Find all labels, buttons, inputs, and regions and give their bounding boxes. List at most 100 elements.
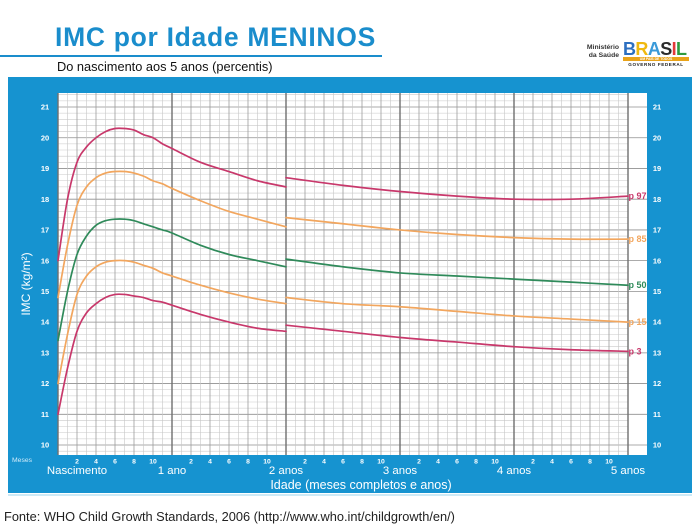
y-tick-left: 13	[41, 348, 49, 357]
month-tick: 6	[227, 459, 231, 466]
month-tick: 6	[341, 459, 345, 466]
percentile-curves: p 97 p 85 p 50 p 15 p 3	[57, 127, 647, 416]
y-tick-left: 20	[41, 133, 49, 142]
curve-p50: p 50	[57, 218, 647, 342]
months-axis-label: Meses	[12, 457, 33, 464]
curve-segment-0-2-years	[57, 170, 287, 299]
x-label-5-years: 5 anos	[610, 465, 646, 477]
title-underline	[0, 55, 382, 57]
brand-letter: S	[660, 39, 672, 59]
y-tick-left: 16	[41, 256, 49, 265]
x-axis-month-ticks: 2 4 6 8 10 2 4 6 8 10 2 4 6 8 10 2 4 6 8 10 2 4 6 8 10	[75, 459, 613, 466]
brand-letter: L	[676, 39, 687, 59]
curve-segment-2-5-years	[285, 216, 629, 241]
curve-segment-0-2-years	[57, 293, 287, 416]
month-tick: 10	[263, 459, 271, 466]
month-tick: 8	[132, 459, 136, 466]
curve-segment-0-2-years	[57, 127, 287, 262]
ministry-line-2: da Saúde	[588, 51, 619, 59]
month-tick: 10	[491, 459, 499, 466]
source-citation: Fonte: WHO Child Growth Standards, 2006 …	[4, 509, 455, 524]
month-tick: 2	[417, 459, 421, 466]
x-label-birth: Nascimento	[46, 465, 108, 477]
y-tick-right: 13	[653, 348, 661, 357]
y-tick-left: 12	[41, 379, 49, 388]
month-tick: 2	[531, 459, 535, 466]
y-tick-right: 21	[653, 103, 661, 112]
curve-segment-0-2-years	[57, 259, 287, 385]
brand-tagline: UM PAÍS DE TODOS	[623, 57, 689, 61]
y-tick-left: 18	[41, 195, 49, 204]
percentile-label-p85: p 85	[629, 234, 647, 244]
y-tick-left: 15	[41, 287, 49, 296]
brasil-wordmark: BRASIL	[623, 39, 687, 59]
y-tick-right: 18	[653, 195, 661, 204]
curve-p85: p 85	[57, 170, 647, 299]
curve-segment-2-5-years	[285, 176, 629, 201]
month-tick: 8	[474, 459, 478, 466]
curve-segment-2-5-years	[285, 258, 629, 287]
curve-p97: p 97	[57, 127, 647, 262]
month-tick: 8	[246, 459, 250, 466]
curve-p15: p 15	[57, 259, 647, 385]
month-tick: 10	[605, 459, 613, 466]
curve-p3: p 3	[57, 293, 642, 416]
month-tick: 4	[94, 459, 98, 466]
month-tick: 4	[208, 459, 212, 466]
x-label-1-year: 1 ano	[157, 465, 187, 477]
page-subtitle: Do nascimento aos 5 anos (percentis)	[57, 59, 273, 74]
y-tick-right: 17	[653, 226, 661, 235]
x-axis-title: Idade (meses completos e anos)	[270, 478, 452, 492]
curve-segment-2-5-years	[285, 324, 629, 353]
month-tick: 4	[322, 459, 326, 466]
brand-letter: A	[647, 39, 661, 59]
curve-segment-2-5-years	[285, 296, 629, 323]
month-tick: 2	[189, 459, 193, 466]
percentile-label-p3: p 3	[629, 346, 642, 356]
ministry-line-1: Ministério	[586, 44, 619, 51]
x-label-4-years: 4 anos	[496, 465, 532, 477]
percentile-label-p15: p 15	[629, 317, 647, 327]
y-tick-left: 17	[41, 226, 49, 235]
month-tick: 2	[75, 459, 79, 466]
percentile-label-p97: p 97	[629, 191, 647, 201]
ministry-name: Ministério da Saúde	[587, 44, 619, 59]
month-tick: 6	[113, 459, 117, 466]
y-tick-right: 16	[653, 256, 661, 265]
y-tick-left: 19	[41, 164, 49, 173]
y-tick-right: 14	[653, 318, 662, 327]
month-tick: 8	[588, 459, 592, 466]
y-axis-ticks: 10 10 11 11 12 12 13 13 14 14 15 15 16 16 17 17 18 18 19 19…	[41, 103, 662, 450]
y-tick-left: 21	[41, 103, 49, 112]
month-tick: 10	[149, 459, 157, 466]
y-axis-title: IMC (kg/m²)	[19, 252, 33, 316]
grid	[57, 93, 647, 455]
y-tick-right: 10	[653, 441, 661, 450]
month-tick: 4	[550, 459, 554, 466]
month-tick: 6	[569, 459, 573, 466]
brand-letter: R	[635, 39, 648, 59]
y-tick-right: 12	[653, 379, 661, 388]
y-tick-right: 11	[653, 410, 661, 419]
month-tick: 8	[360, 459, 364, 466]
ministerio-saude-brasil-logo: Ministério da Saúde BRASIL UM PAÍS DE TO…	[575, 40, 695, 70]
y-tick-right: 20	[653, 133, 661, 142]
y-tick-left: 10	[41, 441, 49, 450]
brand-letter: I	[671, 39, 677, 59]
percentile-label-p50: p 50	[629, 280, 647, 290]
month-tick: 2	[303, 459, 307, 466]
month-tick: 4	[436, 459, 440, 466]
x-label-2-years: 2 anos	[268, 465, 304, 477]
government-label: GOVERNO FEDERAL	[628, 61, 684, 67]
y-tick-right: 19	[653, 164, 661, 173]
brand-letter: B	[623, 39, 636, 59]
y-tick-right: 15	[653, 287, 661, 296]
curve-segment-0-2-years	[57, 218, 287, 342]
panel-bottom-edge	[8, 494, 692, 496]
month-tick: 10	[377, 459, 385, 466]
y-tick-left: 11	[41, 410, 49, 419]
x-label-3-years: 3 anos	[382, 465, 418, 477]
y-tick-left: 14	[41, 318, 50, 327]
page-title: IMC por Idade MENINOS	[55, 22, 376, 52]
